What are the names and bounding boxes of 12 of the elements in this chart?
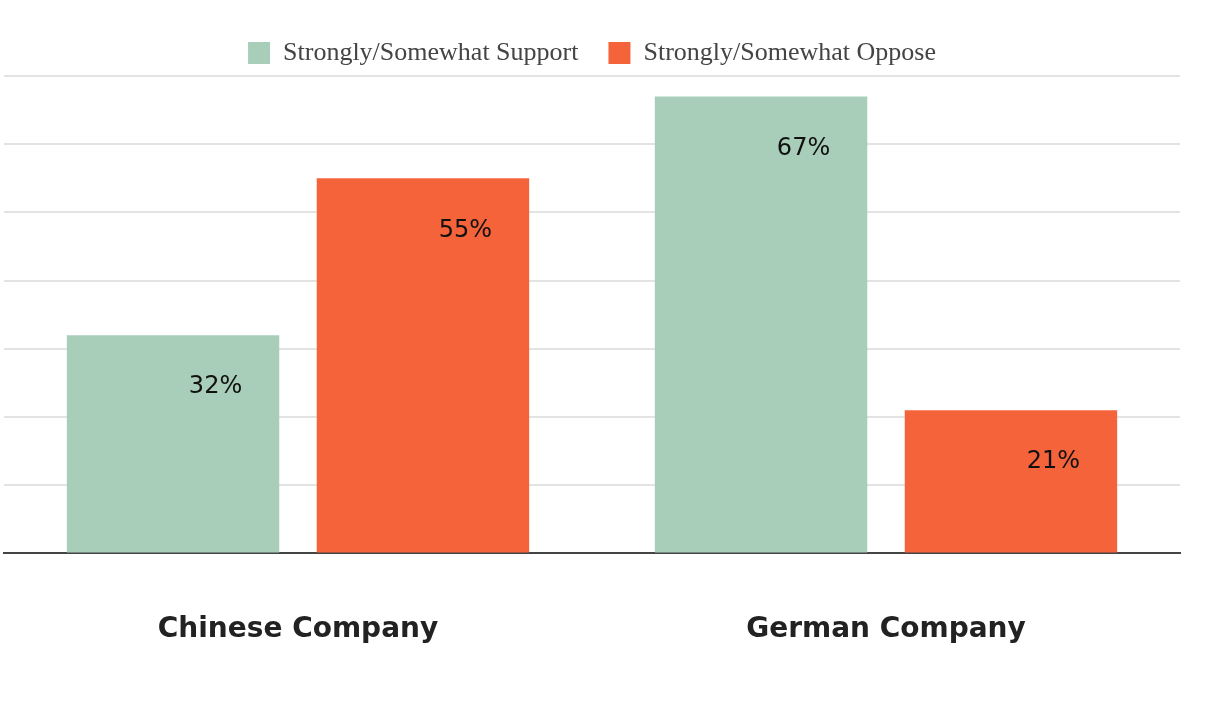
bar xyxy=(316,178,530,553)
legend-label: Strongly/Somewhat Support xyxy=(283,36,580,66)
x-tick-label: Chinese Company xyxy=(157,611,439,645)
data-label: 32% xyxy=(188,371,243,400)
bar xyxy=(904,410,1118,553)
bar xyxy=(654,96,868,553)
data-label: 21% xyxy=(1026,446,1081,475)
bar xyxy=(66,335,280,553)
data-label: 67% xyxy=(776,132,831,161)
data-label: 55% xyxy=(438,214,493,243)
legend-label: Strongly/Somewhat Oppose xyxy=(643,36,936,66)
x-tick-label: German Company xyxy=(746,611,1026,645)
